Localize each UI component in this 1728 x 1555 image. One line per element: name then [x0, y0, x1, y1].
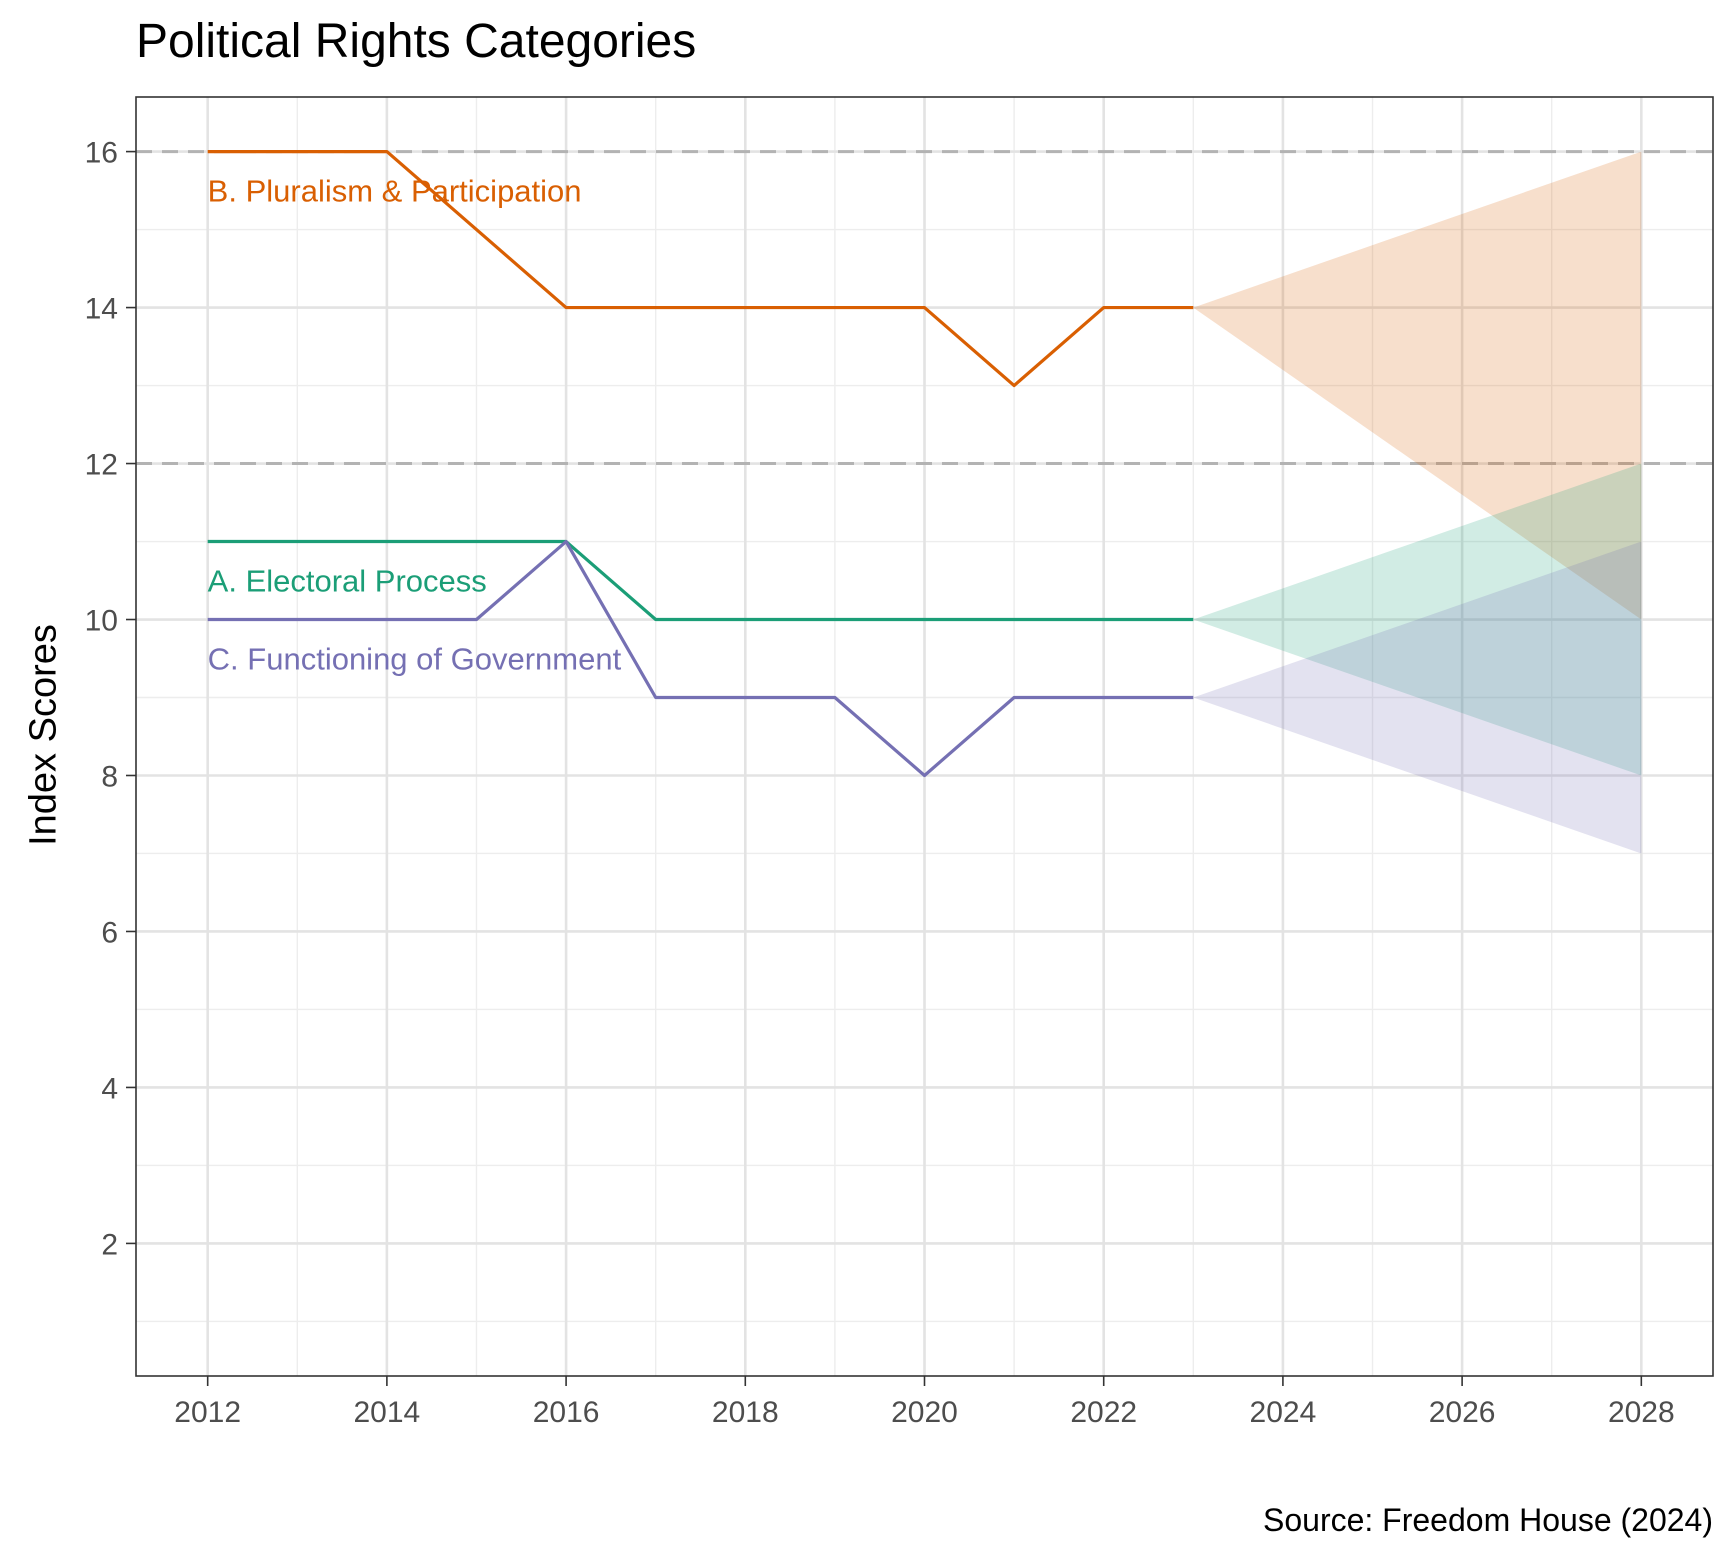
- x-tick-label: 2012: [174, 1396, 241, 1429]
- source-caption: Source: Freedom House (2024): [1263, 1502, 1713, 1538]
- x-tick-label: 2024: [1250, 1396, 1317, 1429]
- y-tick-label: 2: [101, 1228, 118, 1261]
- y-tick-label: 8: [101, 760, 118, 793]
- series-label: B. Pluralism & Participation: [208, 174, 582, 209]
- y-tick-label: 12: [85, 449, 118, 482]
- x-tick-label: 2020: [891, 1396, 958, 1429]
- projection-bands: [1193, 151, 1642, 854]
- series-line: [207, 539, 1194, 778]
- x-tick-label: 2022: [1070, 1396, 1137, 1429]
- series-line: [207, 539, 1194, 622]
- projection-band: [1193, 463, 1642, 776]
- series-line: [207, 149, 1194, 388]
- x-tick-label: 2014: [354, 1396, 421, 1429]
- y-tick-label: 4: [101, 1072, 118, 1105]
- y-tick-label: 6: [101, 916, 118, 949]
- projection-band: [1193, 151, 1642, 620]
- projection-band: [1193, 541, 1642, 854]
- reference-lines: [136, 150, 1713, 466]
- x-axis: 2012 2014 2016 2018 2020 2022 2024 2026 2028: [174, 1376, 1675, 1429]
- y-tick-label: 14: [85, 293, 118, 326]
- x-tick-label: 2016: [533, 1396, 600, 1429]
- series-labels: B. Pluralism & Participation A. Electoral…: [208, 174, 622, 677]
- x-tick-label: 2026: [1429, 1396, 1496, 1429]
- series-label: C. Functioning of Government: [208, 642, 622, 677]
- y-axis: 2 4 6 8 10 12 14 16: [85, 137, 136, 1261]
- x-tick-label: 2018: [712, 1396, 779, 1429]
- series-lines: [207, 149, 1194, 778]
- chart-title: Political Rights Categories: [136, 15, 697, 68]
- x-tick-label: 2028: [1608, 1396, 1675, 1429]
- y-tick-label: 10: [85, 605, 118, 638]
- y-tick-label: 16: [85, 137, 118, 170]
- series-label: A. Electoral Process: [208, 564, 487, 599]
